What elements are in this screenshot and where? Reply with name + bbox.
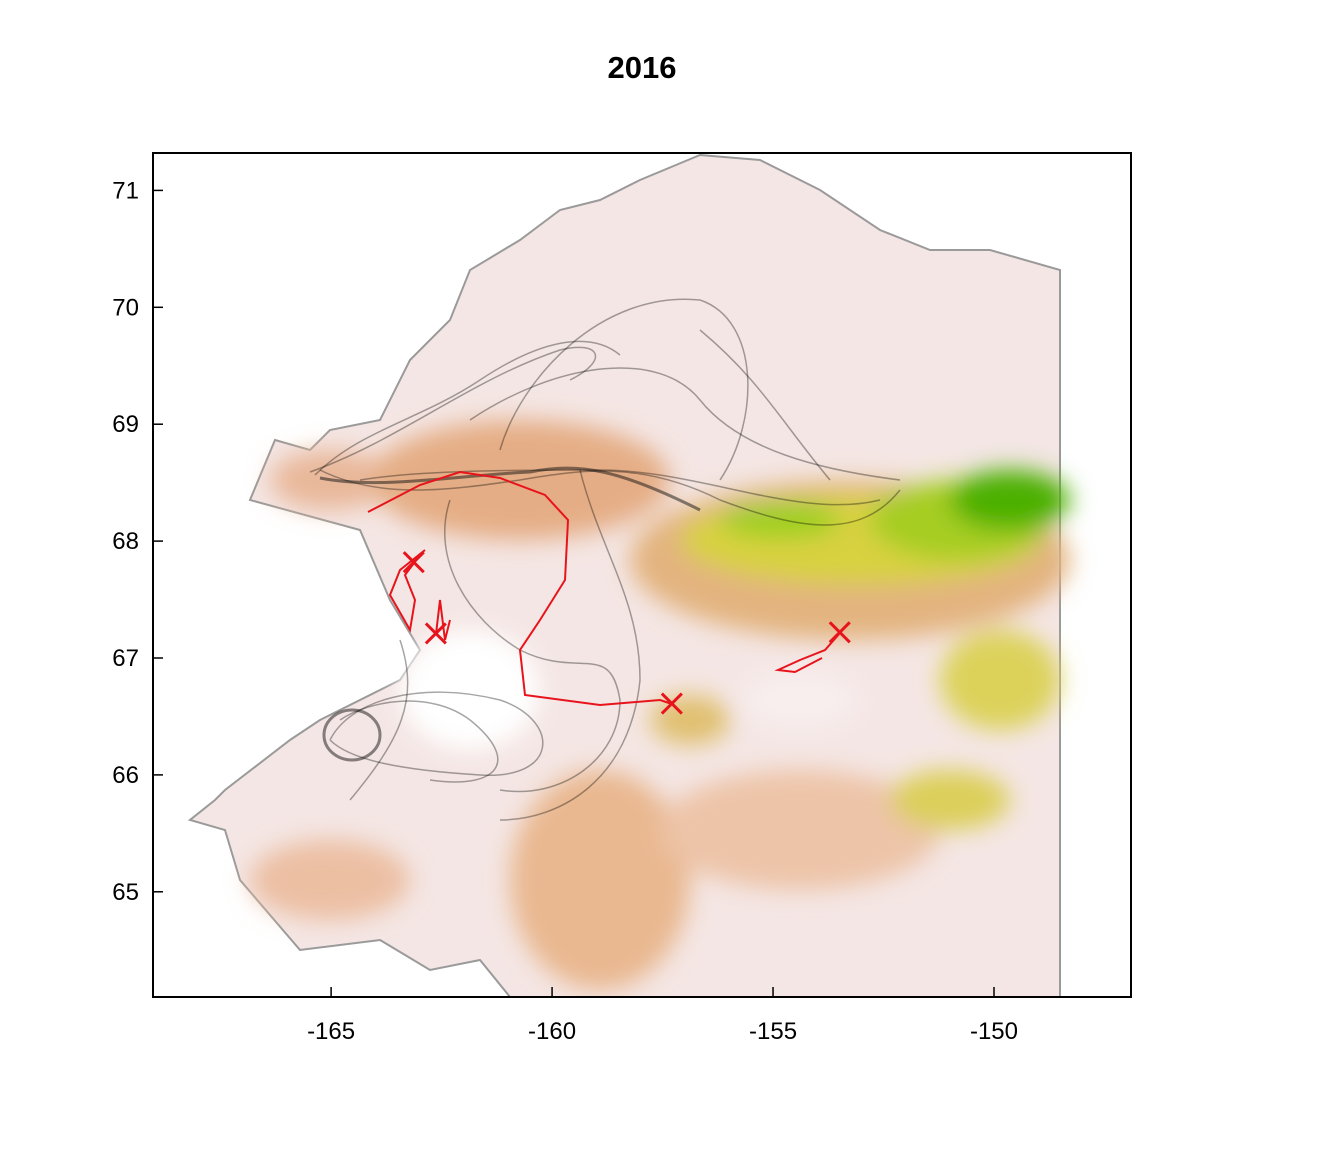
y-tick-label: 65	[112, 879, 139, 906]
mortality-marker	[424, 622, 447, 645]
tracks	[309, 298, 901, 821]
y-tick-label: 70	[112, 294, 139, 321]
terrain	[187, 153, 1070, 997]
x-tick-label: -165	[307, 1018, 355, 1045]
mortality-marker	[828, 621, 851, 644]
y-tick-label: 66	[112, 762, 139, 789]
y-tick-label: 67	[112, 645, 139, 672]
marker-stroke	[424, 622, 447, 645]
chart-title: 2016	[608, 50, 677, 85]
y-tick-label: 69	[112, 411, 139, 438]
mortality-marker	[402, 551, 425, 574]
x-tick-label: -150	[970, 1018, 1018, 1045]
dense-tracks	[319, 466, 701, 762]
red-tracks	[367, 470, 841, 707]
x-tick-label: -160	[528, 1018, 576, 1045]
marker-stroke	[828, 621, 851, 644]
mortality-marker	[660, 692, 683, 715]
y-tick-label: 68	[112, 528, 139, 555]
marker-stroke	[402, 551, 425, 574]
elevation	[250, 420, 1070, 990]
marker-stroke	[660, 692, 683, 715]
y-tick-label: 71	[112, 177, 139, 204]
x-tick-label: -155	[749, 1018, 797, 1045]
plot-frame	[152, 152, 1132, 998]
